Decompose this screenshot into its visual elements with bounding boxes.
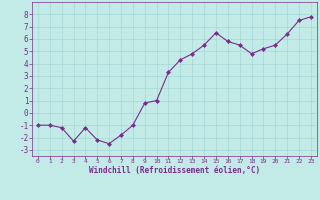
X-axis label: Windchill (Refroidissement éolien,°C): Windchill (Refroidissement éolien,°C) xyxy=(89,166,260,175)
